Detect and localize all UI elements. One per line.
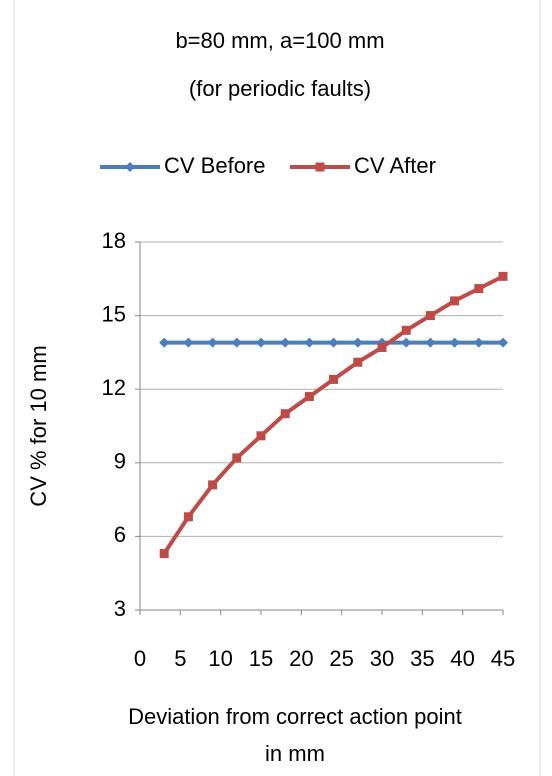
chart-subtitle: (for periodic faults)	[189, 76, 371, 101]
data-point	[208, 480, 218, 490]
data-point	[183, 337, 194, 348]
data-point	[328, 337, 339, 348]
y-tick-label: 18	[102, 228, 126, 253]
y-tick-label: 15	[102, 301, 126, 326]
x-tick-label: 0	[134, 646, 146, 671]
data-point	[256, 337, 266, 348]
data-point	[401, 337, 412, 348]
data-point	[353, 357, 363, 367]
y-tick-label: 12	[102, 375, 126, 400]
x-tick-label: 45	[491, 646, 515, 671]
x-tick-label: 15	[249, 646, 273, 671]
y-axis-label: CV % for 10 mm	[26, 345, 51, 506]
data-point	[474, 284, 484, 294]
x-tick-label: 5	[174, 646, 186, 671]
legend-marker	[315, 162, 325, 172]
data-point	[280, 409, 290, 419]
legend-label: CV Before	[164, 153, 266, 178]
data-point	[159, 337, 170, 348]
x-axis-label: in mm	[265, 741, 325, 766]
data-point	[304, 337, 315, 348]
x-tick-label: 35	[410, 646, 434, 671]
x-tick-label: 30	[370, 646, 394, 671]
data-point	[377, 342, 387, 352]
x-tick-label: 25	[329, 646, 353, 671]
y-tick-label: 9	[114, 449, 126, 474]
legend-label: CV After	[354, 153, 436, 178]
data-point	[498, 337, 508, 348]
x-tick-label: 10	[208, 646, 232, 671]
data-point	[256, 431, 266, 441]
data-point	[207, 337, 218, 348]
data-point	[159, 549, 169, 559]
y-tick-label: 3	[114, 596, 126, 621]
data-point	[304, 392, 314, 402]
data-point	[231, 337, 242, 348]
data-point	[401, 325, 411, 335]
y-tick-label: 6	[114, 522, 126, 547]
series-line	[162, 274, 504, 555]
x-tick-label: 20	[289, 646, 313, 671]
data-point	[183, 512, 193, 522]
data-point	[425, 311, 435, 321]
legend-marker	[125, 162, 135, 172]
data-point	[280, 337, 291, 348]
chart-title: b=80 mm, a=100 mm	[175, 28, 384, 53]
x-tick-label: 40	[450, 646, 474, 671]
data-point	[329, 374, 339, 384]
data-point	[498, 271, 508, 281]
data-point	[473, 337, 484, 348]
data-point	[352, 337, 363, 348]
data-point	[449, 337, 460, 348]
data-point	[425, 337, 436, 348]
x-axis-label: Deviation from correct action point	[128, 704, 462, 729]
data-point	[450, 296, 460, 306]
data-point	[232, 453, 242, 463]
